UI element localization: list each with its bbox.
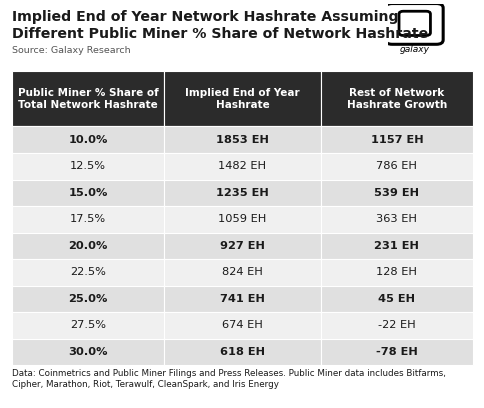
Text: 128 EH: 128 EH — [376, 267, 417, 277]
Text: 363 EH: 363 EH — [376, 214, 417, 224]
Text: 674 EH: 674 EH — [222, 320, 262, 330]
Text: 12.5%: 12.5% — [70, 161, 106, 171]
Text: 539 EH: 539 EH — [374, 188, 419, 198]
Text: Different Public Miner % Share of Network Hashrate: Different Public Miner % Share of Networ… — [12, 27, 427, 40]
Text: 22.5%: 22.5% — [70, 267, 106, 277]
Text: 741 EH: 741 EH — [220, 294, 264, 304]
Text: 17.5%: 17.5% — [70, 214, 106, 224]
Text: 27.5%: 27.5% — [70, 320, 106, 330]
Text: Data: Coinmetrics and Public Miner Filings and Press Releases. Public Miner data: Data: Coinmetrics and Public Miner Filin… — [12, 369, 445, 389]
Text: -78 EH: -78 EH — [375, 347, 417, 357]
Text: 15.0%: 15.0% — [68, 188, 107, 198]
Text: -22 EH: -22 EH — [377, 320, 415, 330]
Text: 10.0%: 10.0% — [68, 135, 107, 145]
Text: 25.0%: 25.0% — [68, 294, 107, 304]
Text: 1482 EH: 1482 EH — [218, 161, 266, 171]
Text: 20.0%: 20.0% — [68, 241, 107, 251]
Text: 1853 EH: 1853 EH — [215, 135, 269, 145]
Text: 786 EH: 786 EH — [376, 161, 417, 171]
Text: Implied End of Year
Hashrate: Implied End of Year Hashrate — [185, 88, 299, 110]
Text: 1157 EH: 1157 EH — [370, 135, 423, 145]
Text: Source: Galaxy Research: Source: Galaxy Research — [12, 46, 131, 55]
Text: 30.0%: 30.0% — [68, 347, 107, 357]
Text: 1059 EH: 1059 EH — [218, 214, 266, 224]
Text: 45 EH: 45 EH — [378, 294, 414, 304]
Text: 927 EH: 927 EH — [220, 241, 264, 251]
Text: Implied End of Year Network Hashrate Assuming: Implied End of Year Network Hashrate Ass… — [12, 10, 398, 24]
FancyBboxPatch shape — [398, 11, 430, 35]
Text: 231 EH: 231 EH — [374, 241, 419, 251]
Text: Public Miner % Share of
Total Network Hashrate: Public Miner % Share of Total Network Ha… — [18, 88, 158, 110]
Text: galaxy: galaxy — [398, 45, 428, 54]
Text: Rest of Network
Hashrate Growth: Rest of Network Hashrate Growth — [346, 88, 446, 110]
Text: 618 EH: 618 EH — [220, 347, 264, 357]
Text: 824 EH: 824 EH — [222, 267, 262, 277]
Text: 1235 EH: 1235 EH — [216, 188, 268, 198]
